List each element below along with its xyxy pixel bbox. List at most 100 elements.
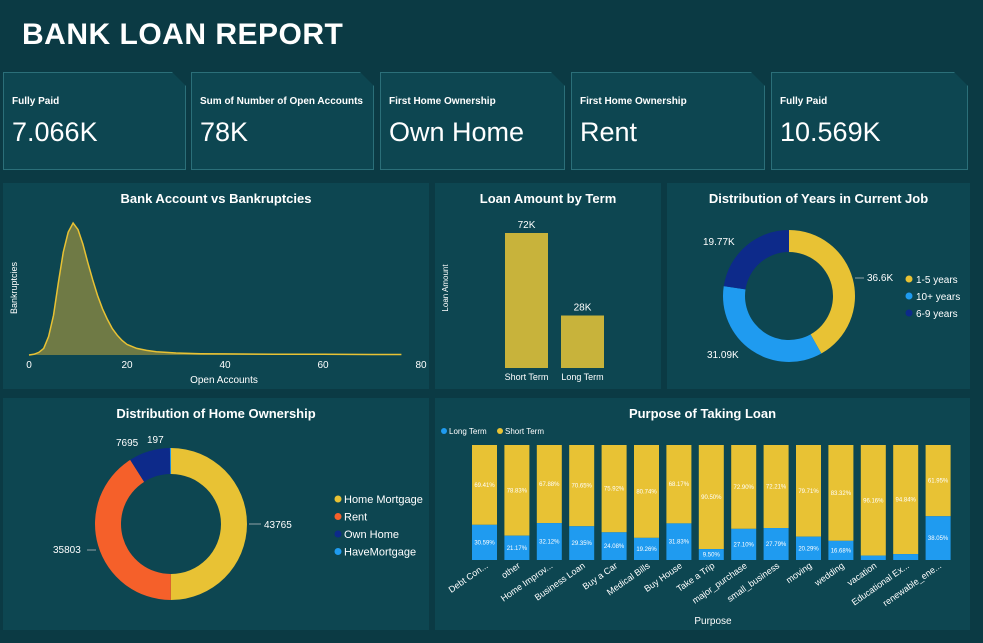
area-fill — [29, 223, 402, 355]
legend-marker — [497, 428, 503, 434]
bar-long-term — [698, 549, 724, 560]
x-tick-label: renewable_ene... — [881, 560, 943, 608]
kpi-label: First Home Ownership — [389, 96, 496, 107]
kpi-value: 10.569K — [780, 117, 881, 147]
bar — [561, 315, 604, 368]
slice-label: 7695 — [116, 438, 139, 449]
bar-short-term — [698, 445, 724, 550]
panel-years-job[interactable]: Distribution of Years in Current Job 36.… — [667, 183, 970, 389]
bar-long-term — [569, 526, 595, 560]
x-tick-label: 20 — [121, 360, 133, 371]
bar-value-label: 75.92% — [604, 487, 625, 493]
slice-label: 43765 — [264, 520, 292, 531]
bar-short-term — [569, 445, 595, 527]
legend-label: 1-5 years — [916, 275, 958, 286]
bankruptcies-chart: 0 20 40 60 80 Open Accounts Bankruptcies — [9, 221, 427, 386]
legend-marker — [334, 495, 342, 503]
bar-value-label: 19.26% — [636, 547, 657, 553]
bar-value-label: 79.71% — [798, 489, 819, 495]
bar-long-term — [763, 528, 789, 560]
bar-value-label: 67.88% — [539, 482, 560, 488]
bar-value-label: 78.83% — [507, 488, 528, 494]
legend-label: 10+ years — [916, 292, 960, 303]
slice-label: 36.6K — [867, 273, 893, 284]
donut-slice — [723, 286, 822, 362]
legend-marker — [905, 275, 913, 283]
donut-slice — [130, 448, 171, 482]
bar-value-label: 31.83% — [669, 540, 690, 546]
purpose-chart: Long Term Short Term 69.41% 30.59% Debt Con.… — [441, 427, 951, 627]
bar-short-term — [828, 445, 854, 541]
kpi-label: First Home Ownership — [580, 96, 687, 107]
kpi-value: Rent — [580, 117, 638, 147]
legend-label: Short Term — [505, 427, 544, 436]
bar-long-term — [860, 555, 886, 560]
legend-marker — [441, 428, 447, 434]
bar-long-term — [893, 554, 919, 560]
bar-value-label: 96.16% — [863, 498, 884, 504]
bar-value-label: 28K — [574, 303, 592, 314]
bar-value-label: 68.17% — [669, 482, 690, 488]
x-tick-label: moving — [784, 560, 814, 585]
bar-short-term — [763, 445, 789, 529]
chart-title: Loan Amount by Term — [479, 191, 617, 206]
bar-value-label: 83.32% — [831, 491, 852, 497]
bar-value-label: 61.95% — [928, 479, 949, 485]
x-tick-label: major_purchase — [690, 560, 749, 605]
donut-slice — [95, 459, 171, 600]
kpi-card-home-ownership-rent[interactable]: First Home Ownership Rent — [571, 72, 765, 170]
bar-value-label: 72K — [518, 220, 536, 231]
bar-long-term — [925, 516, 951, 560]
kpi-card-open-accounts[interactable]: Sum of Number of Open Accounts 78K — [191, 72, 374, 170]
donut-slice — [170, 448, 248, 600]
legend-label: Own Home — [344, 529, 399, 541]
bar-short-term — [666, 445, 692, 524]
bar-value-label: 80.74% — [636, 489, 657, 495]
bar-value-label: 38.05% — [928, 536, 949, 542]
legend-marker — [905, 292, 913, 300]
kpi-card-home-ownership-own[interactable]: First Home Ownership Own Home — [380, 72, 565, 170]
kpi-value: Own Home — [389, 117, 525, 147]
slice-label: 197 — [147, 435, 164, 446]
bar-short-term — [536, 445, 562, 524]
donut-slice — [169, 448, 171, 475]
kpi-value: 78K — [200, 117, 249, 147]
slice-label: 35803 — [53, 545, 81, 556]
bar-long-term — [601, 532, 627, 560]
bar-short-term — [893, 445, 919, 555]
years-job-chart: 36.6K 31.09K 19.77K 1-5 years 10+ years 6-9 y… — [703, 230, 960, 362]
x-tick-label: Debt Con... — [447, 560, 490, 594]
area-line — [28, 221, 402, 356]
bar-short-term — [860, 445, 886, 556]
kpi-value: 7.066K — [12, 117, 98, 147]
bar-long-term — [536, 523, 562, 560]
x-tick-label: 40 — [219, 360, 231, 371]
legend-marker — [334, 530, 342, 538]
kpi-card-fully-paid[interactable]: Fully Paid 7.066K — [3, 72, 186, 170]
chart-title: Distribution of Home Ownership — [116, 406, 316, 421]
kpi-card-fully-paid-2[interactable]: Fully Paid 10.569K — [771, 72, 968, 170]
legend-label: Home Mortgage — [344, 494, 423, 506]
legend-label: Rent — [344, 512, 367, 524]
bar-value-label: 27.10% — [734, 542, 755, 548]
panel-purpose[interactable]: Purpose of Taking Loan Long Term Short Te… — [435, 398, 970, 630]
panel-home-ownership[interactable]: Distribution of Home Ownership 43765 3580… — [3, 398, 429, 630]
bar-long-term — [731, 528, 757, 560]
x-tick-label: wedding — [812, 560, 846, 588]
y-axis-label: Bankruptcies — [9, 261, 19, 314]
chart-title: Purpose of Taking Loan — [628, 406, 777, 421]
bar-value-label: 27.79% — [766, 542, 787, 548]
kpi-label: Fully Paid — [12, 96, 60, 107]
bar-short-term — [504, 445, 530, 536]
bar — [505, 233, 548, 368]
x-tick-label: Long Term — [561, 372, 603, 382]
bar-value-label: 69.41% — [474, 483, 495, 489]
bar-value-label: 20.29% — [798, 546, 819, 552]
panel-bankruptcies[interactable]: Bank Account vs Bankruptcies 0 20 40 60 80 Op… — [3, 183, 429, 389]
legend-marker — [334, 513, 342, 520]
bar-value-label: 70.65% — [572, 484, 593, 490]
panel-loan-term[interactable]: Loan Amount by Term 72K Short Term 28K Long… — [435, 183, 661, 389]
bar-value-label: 16.68% — [831, 548, 852, 554]
chart-title: Bank Account vs Bankruptcies — [120, 191, 312, 206]
x-tick-label: 60 — [317, 360, 329, 371]
